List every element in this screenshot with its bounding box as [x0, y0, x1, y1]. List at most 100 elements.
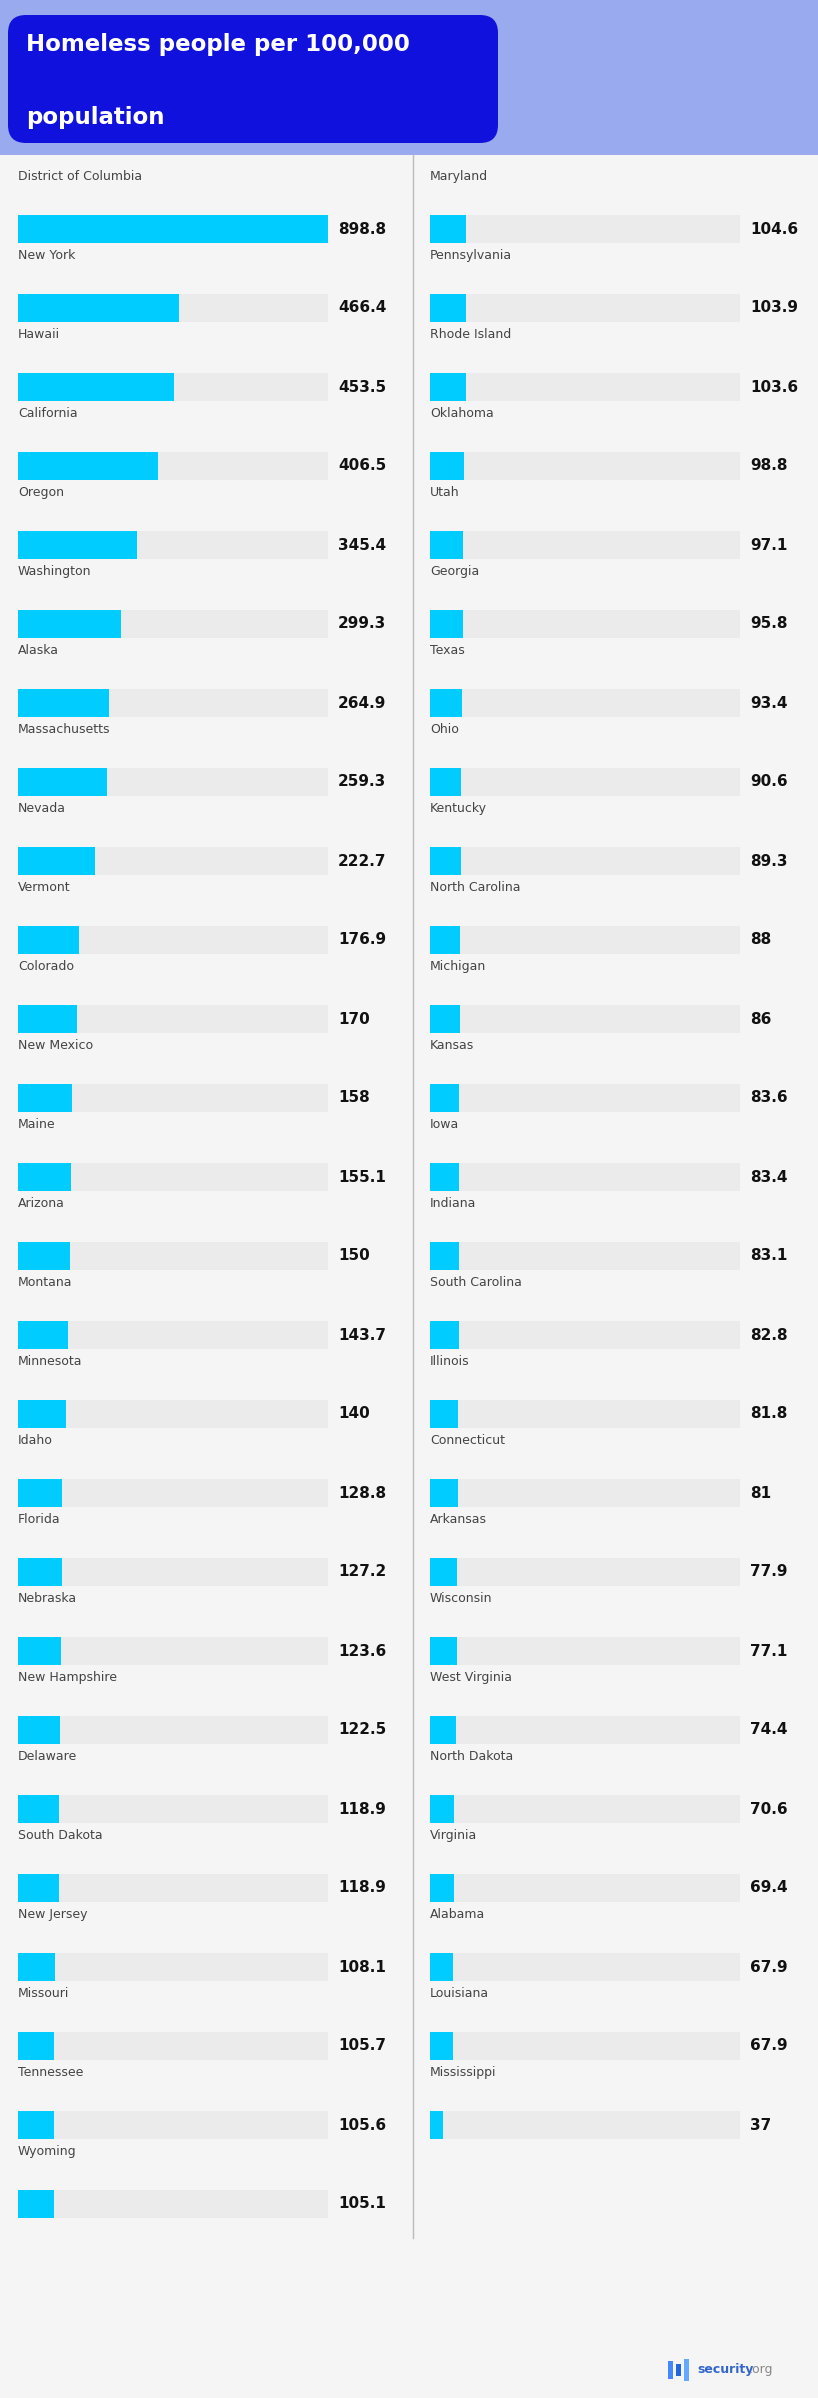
Text: 81: 81	[750, 1484, 771, 1501]
Text: North Dakota: North Dakota	[430, 1751, 513, 1763]
Bar	[430, 216, 740, 242]
Text: Hawaii: Hawaii	[18, 329, 61, 341]
Bar	[430, 1638, 456, 1664]
Text: Mississippi: Mississippi	[430, 2067, 497, 2079]
Bar	[18, 1952, 56, 1981]
Bar	[430, 846, 740, 875]
Bar	[18, 767, 107, 796]
Bar	[430, 2031, 453, 2060]
Bar	[430, 1638, 740, 1664]
Text: 108.1: 108.1	[338, 1959, 386, 1974]
Bar	[18, 609, 121, 638]
Text: Florida: Florida	[18, 1513, 61, 1525]
Bar	[430, 1163, 740, 1192]
Text: 105.6: 105.6	[338, 2117, 386, 2132]
Text: Connecticut: Connecticut	[430, 1434, 505, 1446]
Bar	[430, 767, 740, 796]
Bar	[430, 295, 740, 321]
Bar	[18, 1242, 70, 1271]
Text: Oklahoma: Oklahoma	[430, 408, 494, 420]
Text: 128.8: 128.8	[338, 1484, 386, 1501]
Text: New Hampshire: New Hampshire	[18, 1671, 117, 1683]
Text: Missouri: Missouri	[18, 1988, 70, 2000]
Text: 143.7: 143.7	[338, 1328, 386, 1343]
Text: 222.7: 222.7	[338, 854, 386, 868]
Bar	[18, 530, 137, 559]
Text: Vermont: Vermont	[18, 880, 70, 894]
Text: Illinois: Illinois	[430, 1355, 470, 1367]
Bar	[430, 1242, 459, 1271]
Bar	[18, 374, 174, 400]
Text: 74.4: 74.4	[750, 1722, 788, 1739]
Text: Arizona: Arizona	[18, 1197, 65, 1211]
Bar	[430, 1952, 740, 1981]
Text: Montana: Montana	[18, 1276, 73, 1290]
Text: 89.3: 89.3	[750, 854, 788, 868]
Text: 264.9: 264.9	[338, 695, 386, 710]
Text: 345.4: 345.4	[338, 537, 386, 552]
Text: 127.2: 127.2	[338, 1563, 386, 1580]
Bar	[430, 451, 740, 480]
Text: Kansas: Kansas	[430, 1038, 474, 1053]
Text: 70.6: 70.6	[750, 1801, 788, 1818]
Text: 170: 170	[338, 1012, 370, 1026]
Text: 90.6: 90.6	[750, 775, 788, 789]
Text: Massachusetts: Massachusetts	[18, 724, 110, 736]
Text: Wisconsin: Wisconsin	[430, 1592, 492, 1604]
Bar	[18, 216, 328, 242]
Bar	[430, 609, 740, 638]
Text: Wyoming: Wyoming	[18, 2144, 77, 2158]
Bar	[430, 1717, 740, 1743]
Bar	[18, 1717, 61, 1743]
FancyBboxPatch shape	[8, 14, 498, 144]
Text: Maine: Maine	[18, 1117, 56, 1132]
Bar	[430, 1400, 740, 1427]
Bar	[430, 1952, 453, 1981]
Bar	[18, 1638, 61, 1664]
Text: population: population	[26, 106, 164, 129]
Bar	[430, 451, 464, 480]
Bar	[430, 926, 740, 954]
Text: Nebraska: Nebraska	[18, 1592, 77, 1604]
Text: 86: 86	[750, 1012, 771, 1026]
Text: California: California	[18, 408, 78, 420]
Bar	[18, 1952, 328, 1981]
Text: 97.1: 97.1	[750, 537, 788, 552]
Text: 103.6: 103.6	[750, 379, 798, 396]
Text: 103.9: 103.9	[750, 300, 798, 317]
Text: 259.3: 259.3	[338, 775, 386, 789]
Bar	[430, 1559, 740, 1585]
Bar	[18, 2189, 54, 2218]
Bar	[18, 1321, 328, 1350]
Text: Georgia: Georgia	[430, 566, 479, 578]
Bar	[18, 609, 328, 638]
Text: Rhode Island: Rhode Island	[430, 329, 511, 341]
Text: Colorado: Colorado	[18, 959, 74, 974]
Bar	[430, 2110, 443, 2139]
Text: 898.8: 898.8	[338, 221, 386, 237]
Bar	[430, 1321, 459, 1350]
Bar	[430, 1717, 456, 1743]
Bar	[0, 0, 818, 156]
Bar	[18, 1559, 328, 1585]
Bar	[18, 1480, 328, 1506]
Bar	[430, 2031, 740, 2060]
Bar	[430, 609, 463, 638]
Bar	[18, 1480, 62, 1506]
Text: Arkansas: Arkansas	[430, 1513, 487, 1525]
Bar	[430, 530, 464, 559]
Bar	[18, 1084, 328, 1113]
Bar	[18, 1163, 71, 1192]
Text: 81.8: 81.8	[750, 1408, 788, 1422]
Text: Texas: Texas	[430, 645, 465, 657]
Text: North Carolina: North Carolina	[430, 880, 520, 894]
Text: 67.9: 67.9	[750, 1959, 788, 1974]
Text: Alabama: Alabama	[430, 1909, 485, 1921]
Text: Delaware: Delaware	[18, 1751, 77, 1763]
Bar	[18, 451, 328, 480]
Bar	[18, 767, 328, 796]
Text: 77.1: 77.1	[750, 1643, 788, 1659]
Text: 123.6: 123.6	[338, 1643, 386, 1659]
Bar	[430, 530, 740, 559]
Bar	[18, 1005, 77, 1034]
